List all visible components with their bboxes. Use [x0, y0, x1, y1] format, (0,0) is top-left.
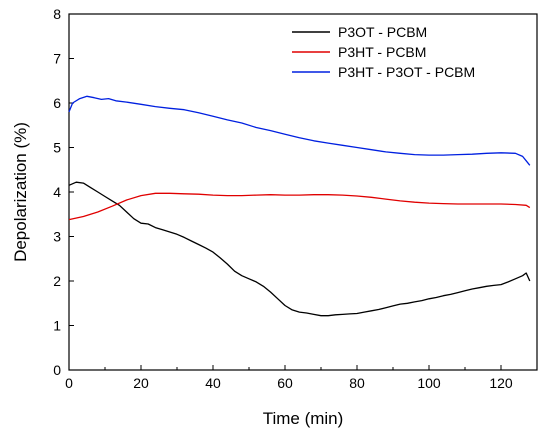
y-tick-label: 3 [53, 229, 61, 245]
series-line-1 [68, 181, 531, 317]
y-axis-title: Depolarization (%) [11, 122, 30, 262]
x-tick-label: 0 [65, 375, 73, 391]
x-axis-ticks: 0 20 40 60 80 100 120 [65, 365, 513, 391]
x-tick-label: 20 [133, 375, 149, 391]
y-tick-label: 4 [53, 184, 61, 200]
x-tick-label: 120 [489, 375, 513, 391]
y-tick-label: 6 [53, 95, 61, 111]
series-lines [68, 95, 531, 317]
legend-label: P3HT - P3OT - PCBM [338, 64, 475, 80]
y-tick-label: 7 [53, 51, 61, 67]
x-tick-label: 80 [349, 375, 365, 391]
y-axis-ticks: 0 1 2 3 4 5 6 7 8 [53, 6, 74, 378]
legend-label: P3HT - PCBM [338, 44, 426, 60]
legend-label: P3OT - PCBM [338, 24, 427, 40]
y-tick-label: 1 [53, 318, 61, 334]
y-tick-label: 5 [53, 140, 61, 156]
y-tick-label: 0 [53, 362, 61, 378]
x-tick-label: 100 [417, 375, 441, 391]
y-tick-label: 8 [53, 6, 61, 22]
y-tick-label: 2 [53, 273, 61, 289]
legend: P3OT - PCBM P3HT - PCBM P3HT - P3OT - PCBM [292, 24, 475, 80]
series-line-3 [68, 95, 531, 166]
x-tick-label: 40 [205, 375, 221, 391]
x-tick-label: 60 [277, 375, 293, 391]
series-line-2 [68, 192, 531, 221]
x-axis-title: Time (min) [263, 409, 344, 428]
